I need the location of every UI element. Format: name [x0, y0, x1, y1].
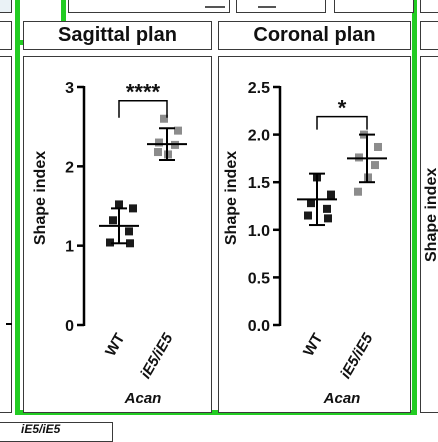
data-point: [324, 214, 332, 223]
left-panel-partial: [0, 56, 12, 413]
x-axis-label: Acan: [124, 390, 162, 407]
coronal-chart: 0.0 0.5 1.0 1.5 2.0 2.5 Shape index WT iE5/iE5 Ac…: [223, 80, 387, 407]
bottom-partial-box: iE5/iE5: [0, 422, 113, 442]
bottom-partial-text: iE5/iE5: [21, 422, 61, 436]
y-tick-label: 1: [65, 239, 74, 256]
significance-bracket: [118, 99, 168, 118]
data-point: [106, 238, 114, 247]
left-panel-tick: [6, 323, 12, 325]
sagittal-chart: 0 1 2 3 Shape index WT iE5/iE5 Acan ****: [32, 80, 187, 407]
y-tick-label: 0.0: [248, 318, 270, 335]
panel-title-sagittal: Sagittal plan: [23, 21, 212, 50]
top-tile-2-icon: [258, 0, 276, 8]
x-category-label: WT: [102, 331, 128, 360]
y-tick-label: 2: [65, 159, 74, 176]
data-point: [354, 187, 362, 196]
data-point: [327, 190, 335, 199]
data-point: [115, 200, 123, 209]
chart-panel-sagittal: 0 1 2 3 Shape index WT iE5/iE5 Acan ****: [23, 56, 212, 413]
data-point: [125, 227, 133, 236]
left-title-partial: [0, 21, 12, 50]
data-point: [371, 161, 379, 170]
data-point: [174, 126, 182, 135]
data-point: [304, 211, 312, 220]
significance-label: ****: [126, 80, 161, 105]
x-category-label: iE5/iE5: [137, 330, 177, 382]
data-point: [154, 148, 162, 157]
data-point: [109, 216, 117, 225]
y-tick-label: 3: [65, 80, 74, 97]
top-tile-2: [236, 0, 326, 13]
data-point: [160, 114, 168, 123]
top-tile-1-icon: [205, 0, 225, 8]
y-axis-label: Shape index: [223, 151, 240, 245]
right-panel-ylabel-partial: Shape index: [423, 167, 438, 262]
x-category-label: iE5/iE5: [337, 330, 377, 382]
x-category-label: WT: [300, 331, 326, 360]
significance-label: *: [338, 96, 347, 121]
y-tick-label: 1.0: [248, 223, 270, 240]
top-left-tile: [0, 0, 12, 13]
significance-bracket: [316, 115, 368, 130]
right-panel-partial: Shape index: [420, 56, 438, 413]
y-axis-label: Shape index: [32, 151, 49, 245]
green-frame-top-left-vertical: [15, 0, 20, 415]
y-tick-label: 0.5: [248, 270, 270, 287]
green-frame-mid-vertical: [412, 0, 417, 415]
panel-title-coronal: Coronal plan: [218, 21, 411, 50]
y-tick-label: 0: [65, 318, 74, 335]
y-tick-label: 2.0: [248, 128, 270, 145]
data-point: [374, 142, 382, 151]
top-tile-4: [420, 0, 438, 13]
y-tick-label: 1.5: [248, 175, 270, 192]
x-axis-label: Acan: [323, 390, 361, 407]
top-tile-3: [334, 0, 414, 13]
data-point: [129, 204, 137, 213]
data-point: [307, 199, 315, 208]
data-point: [126, 239, 134, 248]
right-title-partial: [420, 21, 438, 50]
top-tile-1: [68, 0, 230, 13]
data-point: [323, 204, 331, 213]
y-tick-label: 2.5: [248, 80, 270, 97]
data-point: [155, 138, 163, 147]
green-frame-bottom-horizontal: [15, 410, 417, 415]
chart-panel-coronal: 0.0 0.5 1.0 1.5 2.0 2.5 Shape index WT iE5/iE5 Ac…: [218, 56, 411, 413]
